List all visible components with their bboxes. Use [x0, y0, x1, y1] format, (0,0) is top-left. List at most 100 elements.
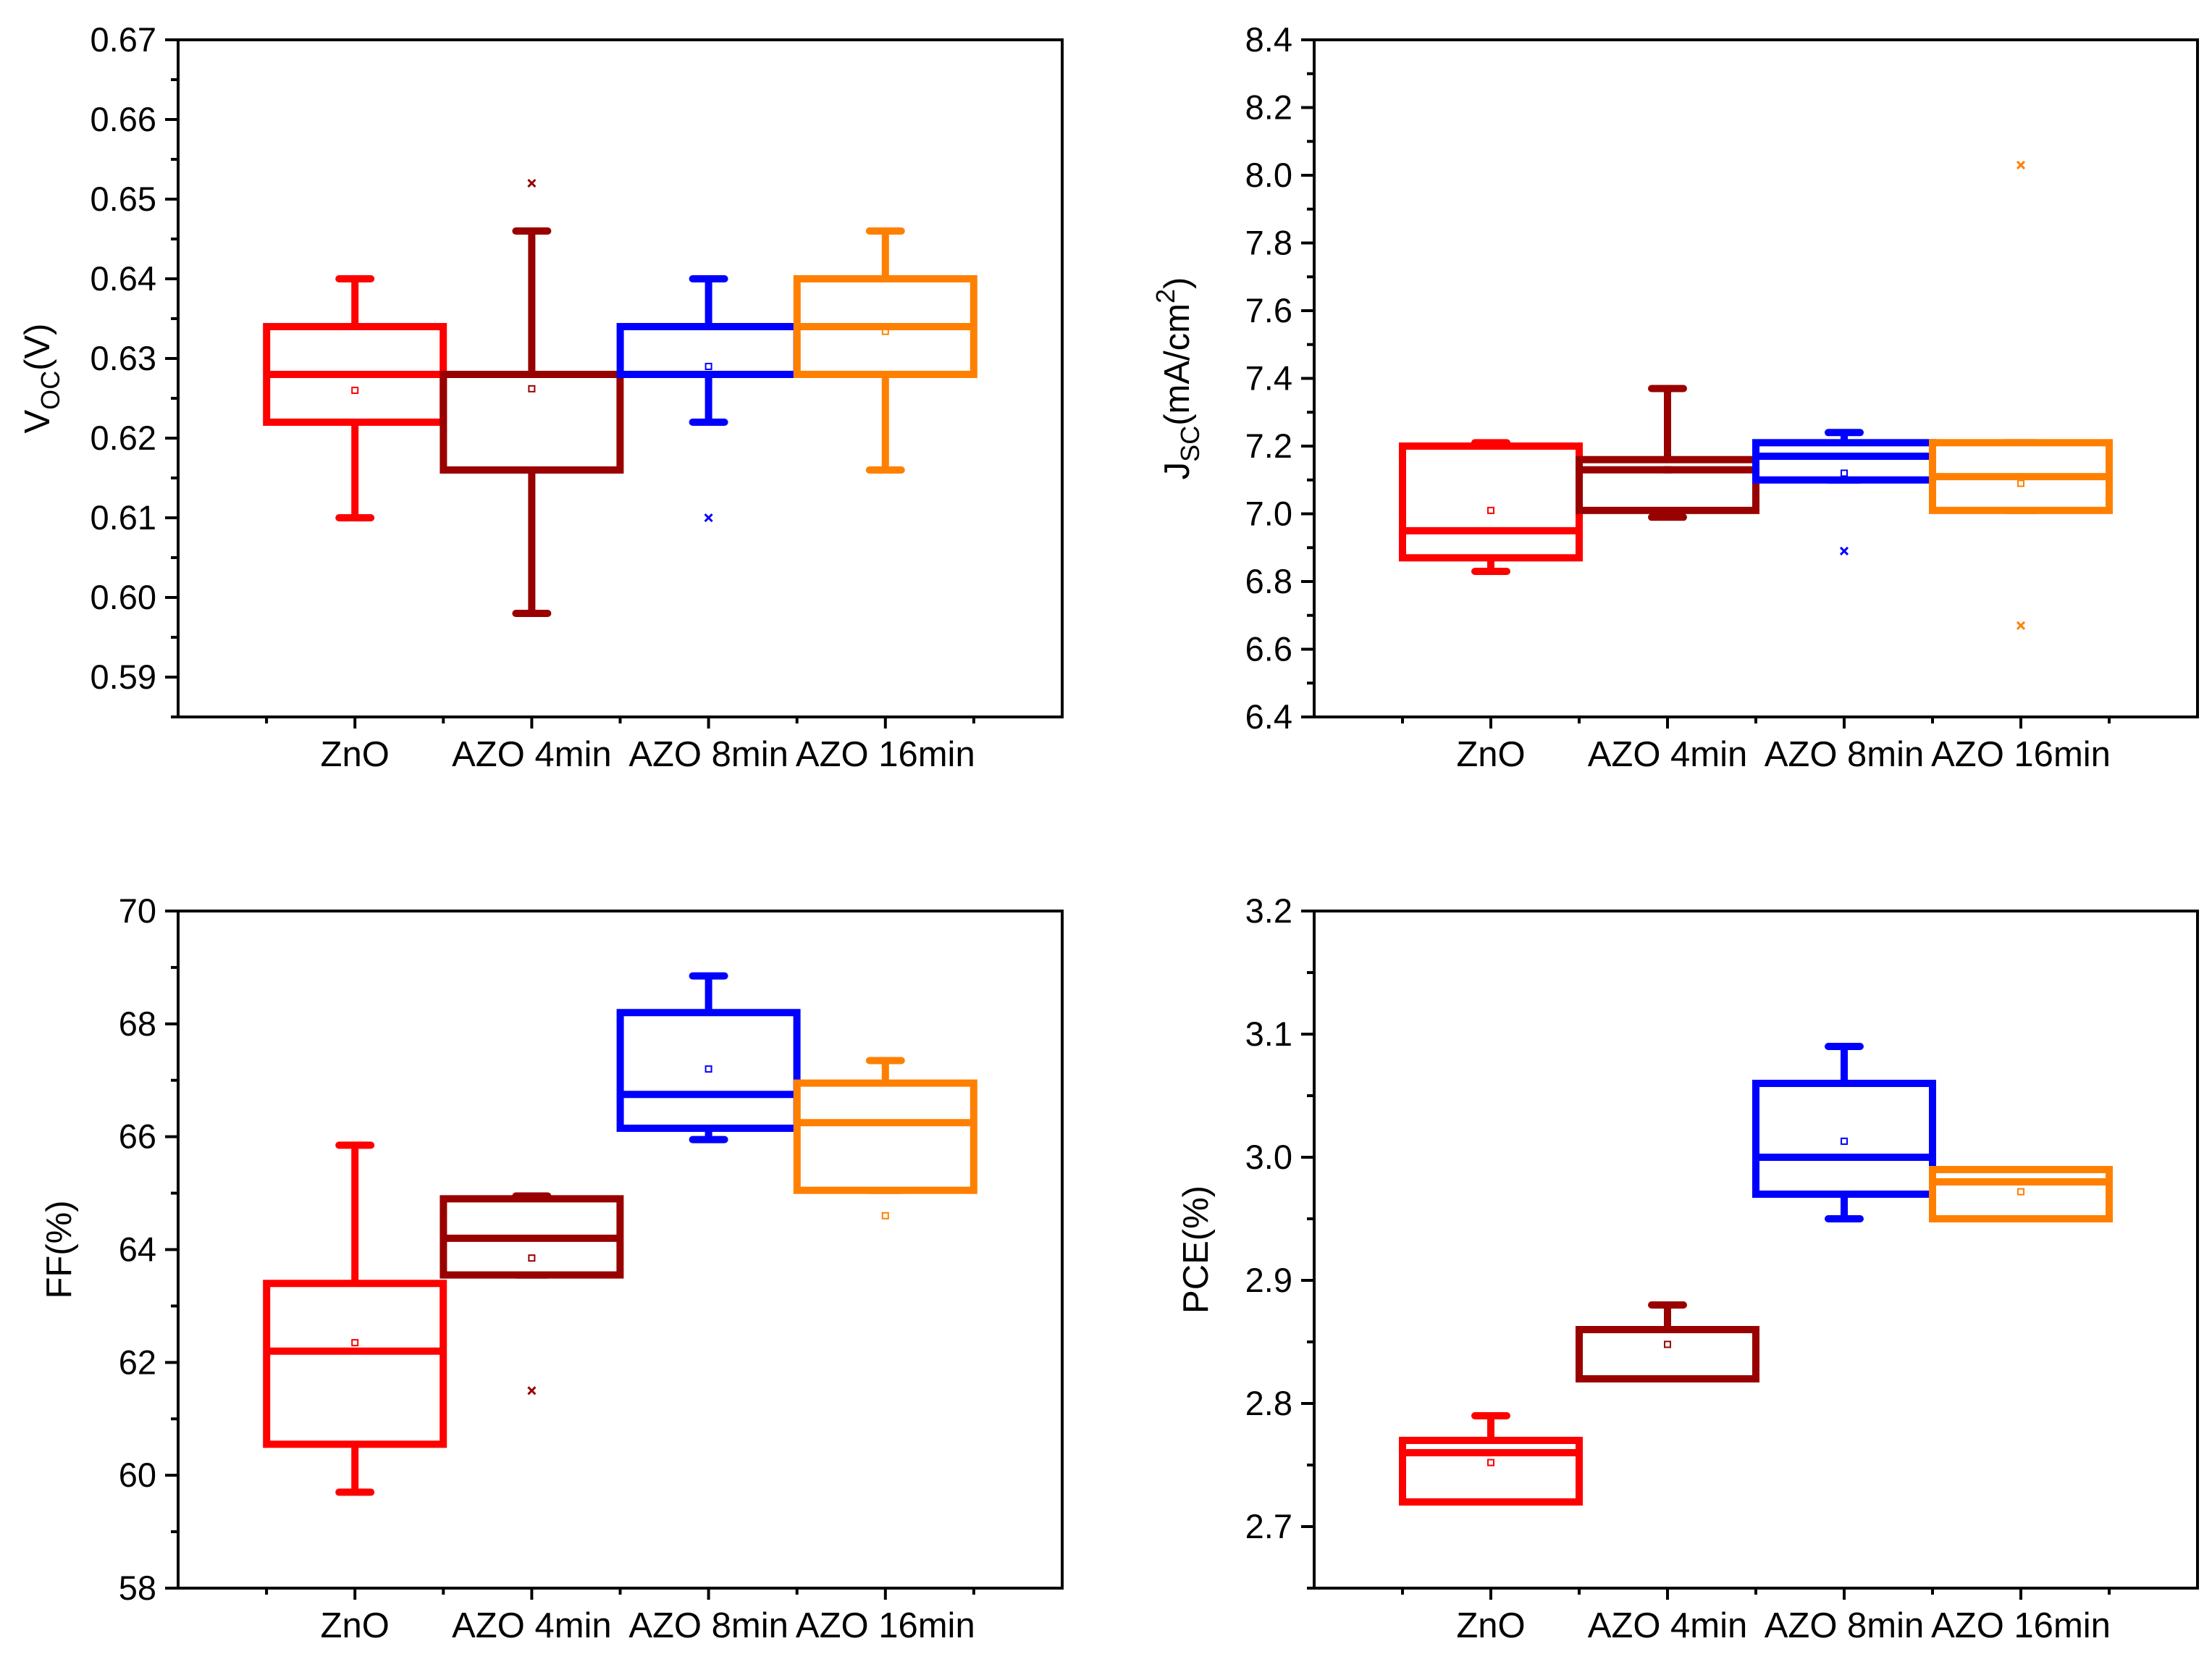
x-category-label: AZO 8min [628, 1606, 789, 1645]
chart-panel-1: 0.59 0.60 0.61 0.62 0.63 0.64 0.65 0.66 0.67 ZnO A… [18, 20, 1064, 774]
y-tick-label: 0.59 [91, 658, 156, 696]
x-category-label: AZO 16min [1931, 1606, 2111, 1645]
box-body [616, 1009, 801, 1132]
y-tick-label: 58 [119, 1569, 156, 1607]
box-zno [1399, 1412, 1583, 1506]
mean-marker [1841, 469, 1848, 477]
y-tick-label: 0.67 [91, 20, 156, 59]
box-azo-16min [1929, 1166, 2113, 1222]
mean-marker [1664, 1340, 1671, 1348]
box-azo-8min [1752, 429, 1936, 555]
y-tick-label: 8.4 [1245, 20, 1292, 59]
y-tick-label: 0.65 [91, 180, 156, 218]
box-azo-4min [440, 1192, 624, 1396]
x-category-label: AZO 4min [452, 735, 612, 774]
y-tick-label: 7.4 [1245, 359, 1292, 398]
y-tick-label: 70 [119, 891, 156, 930]
box-azo-16min [1929, 160, 2113, 630]
x-category-label: AZO 8min [628, 735, 789, 774]
x-category-label: AZO 8min [1765, 1606, 1925, 1645]
y-axis-title: JSC(mA/cm2) [1151, 277, 1205, 480]
box-azo-8min [616, 972, 801, 1143]
y-tick-label: 0.62 [91, 419, 156, 457]
y-axis-title-main: V [18, 410, 57, 434]
y-tick-label: 64 [119, 1230, 156, 1269]
x-category-label: AZO 4min [1588, 1606, 1748, 1645]
chart-panel-2: 6.4 6.6 6.8 7.0 7.2 7.4 7.6 7.8 8.0 8.2 8.4 ZnO AZO … [1151, 20, 2199, 774]
x-category-label: AZO 16min [1931, 735, 2111, 774]
mean-marker [1487, 1459, 1494, 1466]
outlier-marker [527, 1386, 537, 1396]
box-body [1399, 442, 1583, 562]
x-category-label: ZnO [321, 735, 390, 774]
y-tick-label: 0.64 [91, 259, 156, 298]
y-tick-label: 6.6 [1245, 630, 1292, 668]
box-zno [263, 275, 447, 521]
chart-panel-3: 58 60 62 64 66 68 70 ZnO AZO 4min AZO 8min AZO 16m… [40, 891, 1064, 1645]
y-axis-title-main: PCE(%) [1177, 1185, 1216, 1314]
box-body [616, 323, 801, 378]
mean-marker [881, 1212, 889, 1220]
box-azo-8min [616, 275, 801, 523]
outlier-marker [2016, 621, 2026, 630]
x-category-label: ZnO [1456, 735, 1525, 774]
y-tick-label: 62 [119, 1343, 156, 1381]
mean-marker [528, 385, 536, 393]
y-tick-label: 3.0 [1245, 1138, 1292, 1176]
box-azo-4min [440, 178, 624, 617]
y-axis-title-superscript: 2 [1151, 289, 1180, 303]
x-category-label: AZO 4min [452, 1606, 612, 1645]
y-axis-title-suffix: (mA/cm [1158, 303, 1197, 426]
x-category-label: ZnO [321, 1606, 390, 1645]
y-tick-label: 0.60 [91, 578, 156, 616]
mean-marker [2017, 1188, 2024, 1196]
y-tick-label: 6.4 [1245, 697, 1292, 736]
y-axis-title: FF(%) [40, 1200, 79, 1298]
y-tick-label: 2.8 [1245, 1384, 1292, 1422]
x-category-label: AZO 16min [796, 735, 975, 774]
box-body [1576, 1326, 1759, 1382]
y-axis-title-main: J [1158, 462, 1197, 480]
mean-marker [1664, 466, 1671, 474]
y-tick-label: 3.2 [1245, 891, 1292, 930]
y-tick-label: 2.7 [1245, 1507, 1292, 1545]
y-tick-label: 0.61 [91, 498, 156, 537]
box-zno [263, 1141, 447, 1496]
mean-marker [2017, 479, 2024, 487]
y-axis-title: PCE(%) [1177, 1185, 1216, 1314]
y-tick-label: 60 [119, 1456, 156, 1494]
y-tick-label: 2.9 [1245, 1261, 1292, 1299]
y-axis-title-suffix: (V) [18, 323, 57, 370]
y-tick-label: 8.0 [1245, 156, 1292, 194]
box-azo-8min [1752, 1043, 1936, 1222]
mean-marker [351, 387, 359, 394]
x-category-label: AZO 4min [1588, 735, 1748, 774]
y-tick-label: 7.0 [1245, 495, 1292, 533]
mean-marker [1841, 1137, 1848, 1145]
y-tick-label: 7.2 [1245, 427, 1292, 465]
outlier-marker [704, 513, 713, 523]
mean-marker [881, 327, 889, 335]
x-category-label: AZO 8min [1765, 735, 1925, 774]
y-tick-label: 68 [119, 1004, 156, 1043]
y-tick-label: 7.8 [1245, 224, 1292, 262]
y-tick-label: 0.63 [91, 339, 156, 377]
outlier-marker [1839, 546, 1849, 555]
y-tick-label: 0.66 [91, 100, 156, 138]
y-tick-label: 66 [119, 1117, 156, 1156]
box-zno [1399, 439, 1583, 575]
x-category-label: ZnO [1456, 1606, 1525, 1645]
y-axis-title-subscript: SC [1175, 426, 1205, 462]
box-body [1752, 439, 1936, 484]
outlier-marker [2016, 160, 2026, 170]
y-tick-label: 7.6 [1245, 291, 1292, 330]
y-axis-title: VOC(V) [18, 323, 65, 433]
mean-marker [705, 1065, 712, 1073]
box-azo-4min [1576, 1301, 1759, 1382]
mean-marker [705, 363, 712, 370]
box-azo-16min [793, 1057, 977, 1220]
box-body [440, 371, 624, 474]
mean-marker [351, 1339, 359, 1347]
box-body [263, 1280, 447, 1448]
